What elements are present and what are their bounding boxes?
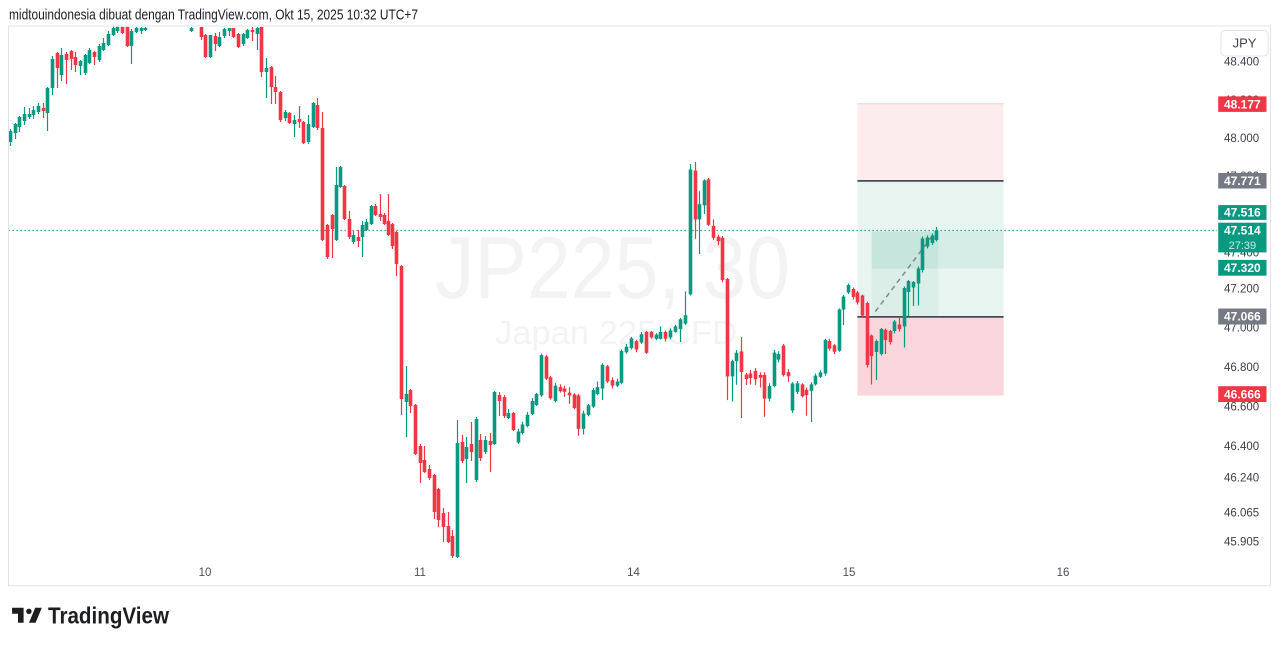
- svg-text:JPY: JPY: [1233, 36, 1257, 51]
- svg-text:46.600: 46.600: [1224, 402, 1259, 414]
- svg-text:45.905: 45.905: [1224, 537, 1259, 549]
- svg-text:46.240: 46.240: [1224, 473, 1259, 485]
- svg-text:47.514: 47.514: [1224, 223, 1261, 237]
- svg-text:11: 11: [414, 567, 426, 579]
- svg-text:TradingView: TradingView: [48, 603, 169, 629]
- svg-text:47.320: 47.320: [1224, 261, 1261, 275]
- svg-text:47.000: 47.000: [1224, 323, 1259, 335]
- svg-text:46.065: 46.065: [1224, 508, 1259, 520]
- svg-text:27:39: 27:39: [1229, 240, 1257, 252]
- svg-text:14: 14: [627, 567, 640, 579]
- svg-text:48.000: 48.000: [1224, 133, 1259, 145]
- svg-text:15: 15: [843, 567, 856, 579]
- svg-text:47.771: 47.771: [1224, 174, 1261, 188]
- svg-text:16: 16: [1057, 567, 1070, 579]
- svg-text:10: 10: [199, 567, 212, 579]
- svg-text:48.177: 48.177: [1224, 97, 1261, 111]
- svg-text:JP225, 30: JP225, 30: [435, 218, 790, 317]
- svg-text:midtouindonesia dibuat dengan: midtouindonesia dibuat dengan TradingVie…: [9, 8, 418, 24]
- svg-text:47.200: 47.200: [1224, 284, 1259, 296]
- svg-text:46.666: 46.666: [1224, 387, 1261, 401]
- svg-text:Japan 225 CFD: Japan 225 CFD: [495, 314, 737, 351]
- svg-text:47.516: 47.516: [1224, 206, 1261, 220]
- svg-text:47.066: 47.066: [1224, 310, 1261, 324]
- svg-text:48.400: 48.400: [1224, 57, 1259, 69]
- svg-text:46.400: 46.400: [1224, 441, 1259, 453]
- svg-text:46.800: 46.800: [1224, 362, 1259, 374]
